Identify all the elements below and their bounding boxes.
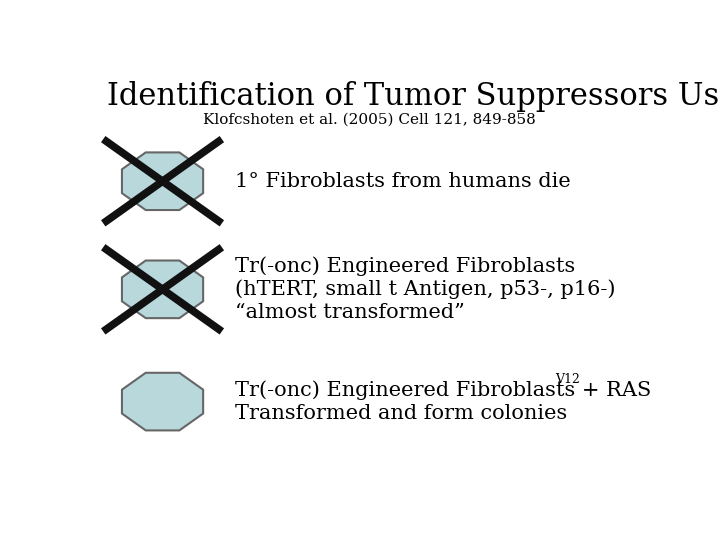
Text: V12: V12 bbox=[555, 373, 580, 386]
Text: Tr(-onc) Engineered Fibroblasts + RAS: Tr(-onc) Engineered Fibroblasts + RAS bbox=[235, 380, 652, 400]
Polygon shape bbox=[122, 373, 203, 430]
Text: Identification of Tumor Suppressors Using RNAi: Identification of Tumor Suppressors Usin… bbox=[107, 82, 720, 112]
Text: Klofcshoten et al. (2005) Cell 121, 849-858: Klofcshoten et al. (2005) Cell 121, 849-… bbox=[202, 113, 536, 126]
Text: (hTERT, small t Antigen, p53-, p16-): (hTERT, small t Antigen, p53-, p16-) bbox=[235, 280, 616, 299]
Polygon shape bbox=[122, 152, 203, 210]
Text: Transformed and form colonies: Transformed and form colonies bbox=[235, 403, 567, 422]
Text: Tr(-onc) Engineered Fibroblasts: Tr(-onc) Engineered Fibroblasts bbox=[235, 256, 575, 276]
Polygon shape bbox=[122, 260, 203, 318]
Text: “almost transformed”: “almost transformed” bbox=[235, 303, 465, 322]
Text: 1° Fibroblasts from humans die: 1° Fibroblasts from humans die bbox=[235, 172, 571, 191]
